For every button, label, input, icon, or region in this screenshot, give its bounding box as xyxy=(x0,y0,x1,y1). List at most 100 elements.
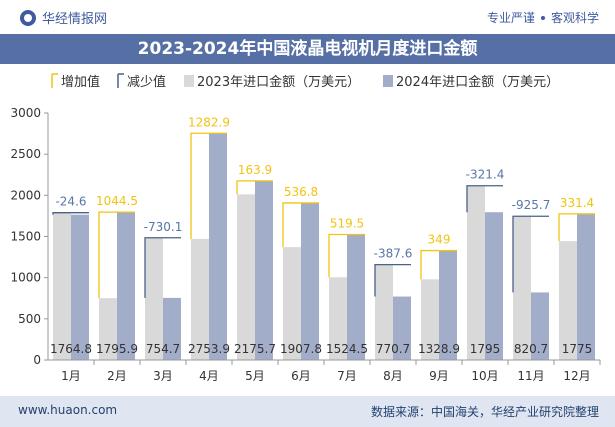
y-tick-label: 1000 xyxy=(10,271,41,285)
y-axis: 0 500 1000 1500 2000 2500 3000 xyxy=(10,106,49,367)
legend-increase-swatch xyxy=(51,73,58,88)
brand: 华经情报网 xyxy=(20,8,107,27)
legend-2024-swatch xyxy=(383,75,393,87)
x-tick-label: 9月 xyxy=(429,369,449,383)
bar-2024 xyxy=(209,133,227,360)
change-label: -730.1 xyxy=(144,220,183,234)
change-label: 349 xyxy=(428,233,451,247)
value-label-2024: 1795.9 xyxy=(96,342,138,356)
tagline-left: 专业严谨 xyxy=(486,11,535,25)
bar-2024 xyxy=(301,202,319,360)
increase-bracket xyxy=(558,213,595,242)
bar-2023 xyxy=(559,241,577,360)
legend-2023-label: 2023年进口金额（万美元） xyxy=(197,74,360,90)
bar-2023 xyxy=(283,247,301,360)
x-tick-label: 4月 xyxy=(199,369,219,383)
value-label-2024: 1524.5 xyxy=(326,342,368,356)
bar-chart: 增加值 减少值 2023年进口金额（万美元） 2024年进口金额（万美元） 0 5… xyxy=(10,73,601,383)
legend-decrease: 减少值 xyxy=(117,73,166,90)
legend-2023-swatch xyxy=(184,75,194,87)
value-label-2024: 2175.7 xyxy=(234,342,276,356)
bar-2023 xyxy=(191,238,209,360)
y-tick-label: 2000 xyxy=(10,188,41,202)
bar-2024 xyxy=(255,180,273,360)
change-label: -24.6 xyxy=(55,195,86,209)
legend-decrease-label: 减少值 xyxy=(127,74,166,90)
change-label: 1044.5 xyxy=(96,194,138,208)
y-tick-label: 2500 xyxy=(10,147,41,161)
brand-name: 华经情报网 xyxy=(42,12,108,27)
y-tick-label: 1500 xyxy=(10,230,41,244)
x-tick-label: 7月 xyxy=(337,369,357,383)
increase-bracket xyxy=(328,233,365,278)
change-label: 331.4 xyxy=(560,196,594,210)
bar-2024 xyxy=(439,250,457,360)
footer-source: 数据来源：中国海关，华经产业研究院整理 xyxy=(370,405,599,419)
brand-logo-icon xyxy=(20,9,36,26)
x-tick-label: 1月 xyxy=(61,369,81,383)
y-tick-label: 500 xyxy=(18,312,41,326)
value-label-2024: 1775 xyxy=(562,342,593,356)
x-axis: 1月 2月 3月 4月 5月 6月 7月 8月 9月 10月 11月 12月 xyxy=(48,359,601,383)
change-label: -321.4 xyxy=(466,168,505,182)
bar-2023 xyxy=(237,194,255,360)
value-label-2024: 820.7 xyxy=(514,342,548,356)
decrease-bracket xyxy=(374,264,411,297)
tagline-right: 客观科学 xyxy=(550,11,599,25)
change-label: -925.7 xyxy=(512,198,551,212)
increase-bracket xyxy=(190,132,227,239)
decrease-bracket xyxy=(144,237,181,298)
legend-2024: 2024年进口金额（万美元） xyxy=(383,74,559,90)
y-tick-label: 0 xyxy=(33,353,41,367)
footer: www.huaon.com 数据来源：中国海关，华经产业研究院整理 xyxy=(0,396,615,427)
x-tick-label: 12月 xyxy=(563,369,590,383)
change-label: 163.9 xyxy=(238,163,272,177)
bar-2023 xyxy=(99,298,117,360)
tagline: 专业严谨 客观科学 xyxy=(487,9,599,26)
top-bar: 华经情报网 专业严谨 客观科学 xyxy=(0,0,615,34)
x-tick-label: 3月 xyxy=(153,369,173,383)
value-label-2024: 770.7 xyxy=(376,342,410,356)
x-tick-label: 11月 xyxy=(517,369,544,383)
change-label: -387.6 xyxy=(374,247,413,261)
change-label: 1282.9 xyxy=(188,115,230,129)
x-tick-label: 10月 xyxy=(471,369,498,383)
bar-2023 xyxy=(513,216,531,360)
footer-website: www.huaon.com xyxy=(18,403,118,417)
value-label-2024: 1328.9 xyxy=(418,342,460,356)
chart-legend: 增加值 减少值 2023年进口金额（万美元） 2024年进口金额（万美元） xyxy=(51,73,559,90)
legend-decrease-swatch xyxy=(117,73,124,88)
bar-2023 xyxy=(421,279,439,360)
x-tick-label: 8月 xyxy=(383,369,403,383)
bar-2024 xyxy=(577,213,595,360)
increase-bracket xyxy=(236,180,273,195)
bar-2024 xyxy=(531,292,549,360)
value-label-2024: 754.7 xyxy=(146,342,180,356)
value-label-2024: 1764.8 xyxy=(50,342,92,356)
bar-2023 xyxy=(145,237,163,360)
value-label-2024: 1907.8 xyxy=(280,342,322,356)
value-label-2024: 2753.9 xyxy=(188,342,230,356)
bar-2024 xyxy=(117,212,135,360)
legend-2024-label: 2024年进口金额（万美元） xyxy=(396,74,559,90)
bar-2024 xyxy=(163,297,181,360)
x-tick-label: 2月 xyxy=(107,369,127,383)
change-label: 519.5 xyxy=(330,216,364,230)
bar-2024 xyxy=(347,234,365,360)
decrease-bracket xyxy=(52,212,89,215)
change-label: 536.8 xyxy=(284,185,318,199)
bar-2023 xyxy=(53,212,71,360)
legend-2023: 2023年进口金额（万美元） xyxy=(184,74,360,90)
legend-increase: 增加值 xyxy=(51,73,100,90)
value-label-2024: 1795 xyxy=(470,342,501,356)
legend-increase-label: 增加值 xyxy=(61,74,100,90)
increase-bracket xyxy=(98,211,135,299)
bar-2024 xyxy=(485,212,503,360)
increase-bracket xyxy=(420,249,457,280)
bar-2024 xyxy=(393,296,411,360)
y-tick-label: 3000 xyxy=(10,106,41,120)
x-tick-label: 5月 xyxy=(245,369,265,383)
decrease-bracket xyxy=(512,215,549,293)
bar-2023 xyxy=(329,277,347,360)
bar-2024 xyxy=(71,214,89,360)
